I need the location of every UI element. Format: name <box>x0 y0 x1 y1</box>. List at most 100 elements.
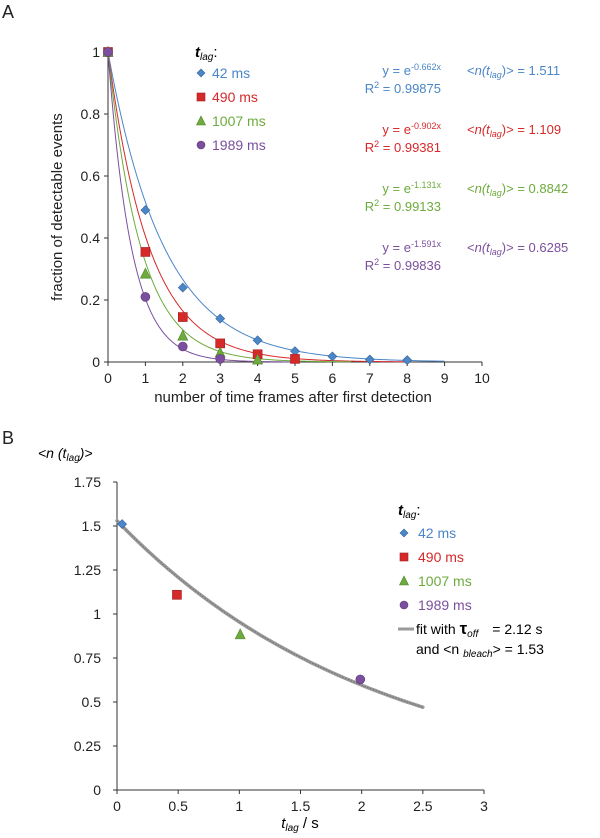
panel-a-point-s3 <box>139 267 151 279</box>
panel-a-x-tick-label: 9 <box>441 370 449 386</box>
panel-a-x-tick-label: 1 <box>142 370 150 386</box>
panel-a-point-s1 <box>215 313 226 324</box>
panel-b-legend-title: tlag: <box>398 502 421 521</box>
panel-b-point-1 <box>117 519 128 529</box>
panel-a-legend-label: 42 ms <box>212 65 250 81</box>
panel-b-legend-label: 490 ms <box>418 549 464 565</box>
panel-a-eq-expression: y = e-0.662x <box>382 62 441 78</box>
panel-a-x-tick-label: 5 <box>291 370 299 386</box>
panel-a-legend: tlag: 42 ms 490 ms 1007 ms 1989 ms <box>195 44 266 153</box>
panel-a-equation-3: y = e-1.131x R2 = 0.99133 <n(tlag)> = 0.88… <box>365 180 569 214</box>
panel-a-point-s4 <box>103 47 113 57</box>
panel-a-point-s2 <box>140 247 151 257</box>
panel-a-fit-line-4 <box>107 51 296 363</box>
panel-b-x-tick-label: 0 <box>113 798 121 814</box>
panel-b-y-title: <n (tlag)> <box>38 445 93 464</box>
panel-a-point-s1 <box>327 351 338 362</box>
panel-b-y-tick-label: 1.25 <box>74 562 101 578</box>
panel-a-point-s1 <box>402 355 413 366</box>
panel-a-point-s1 <box>252 335 263 346</box>
panel-b-legend-marker <box>399 552 409 562</box>
panel-a-x-tick-label: 8 <box>403 370 411 386</box>
panel-a-label: A <box>2 2 14 22</box>
panel-b-fit-curve <box>115 518 425 709</box>
panel-b-legend-label: 1007 ms <box>418 573 472 589</box>
panel-b-x-tick-label: 0.5 <box>168 798 188 814</box>
panel-b-point-3 <box>234 628 246 640</box>
panel-a-x-tick-label: 2 <box>179 370 187 386</box>
panel-a-eq-mean-n: <n(tlag)> = 1.109 <box>467 122 561 139</box>
panel-a-point-s1 <box>177 282 188 293</box>
panel-b-legend: tlag: 42 ms 490 ms 1007 ms 1989 ms fit with… <box>398 502 544 660</box>
panel-a-x-tick-label: 4 <box>254 370 262 386</box>
panel-b-y-tick-label: 0.75 <box>74 650 101 666</box>
panel-a-eq-r2: R2 = 0.99133 <box>365 198 441 214</box>
panel-a-x-ticks: 0 1 2 3 4 5 6 7 8 9 10 <box>104 362 490 386</box>
panel-b-x-tick-label: 1 <box>235 798 243 814</box>
panel-b-data-points <box>117 519 366 685</box>
panel-a-y-tick-label: 0.4 <box>81 230 101 246</box>
panel-a-y-ticks: 0 0.2 0.4 0.6 0.8 1 <box>81 44 108 370</box>
panel-a-point-s4 <box>178 341 188 352</box>
panel-b-y-tick-label: 1.75 <box>74 474 101 490</box>
panel-a-equation-1: y = e-0.662x R2 = 0.99875 <n(tlag)> = 1.51… <box>365 62 560 96</box>
panel-b-x-tick-label: 3 <box>480 798 488 814</box>
panel-a-equations: y = e-0.662x R2 = 0.99875 <n(tlag)> = 1.51… <box>365 62 569 273</box>
panel-a-y-tick-label: 0.2 <box>81 292 101 308</box>
panel-a-equation-4: y = e-1.591x R2 = 0.99836 <n(tlag)> = 0.62… <box>365 239 569 273</box>
panel-a-eq-mean-n: <n(tlag)> = 1.511 <box>467 63 560 80</box>
panel-a-y-tick-label: 1 <box>92 44 100 60</box>
panel-b-y-tick-label: 0.5 <box>82 694 102 710</box>
panel-a-equation-2: y = e-0.902x R2 = 0.99381 <n(tlag)> = 1.10… <box>365 121 561 155</box>
panel-b-legend-marker <box>399 575 409 586</box>
panel-a-fit-line-3 <box>107 51 352 363</box>
panel-a-x-tick-label: 7 <box>366 370 374 386</box>
panel-b-legend-label: 1989 ms <box>418 597 472 613</box>
panel-b-y-ticks: 0 0.25 0.5 0.75 1 1.25 1.5 1.75 <box>74 474 117 798</box>
panel-a-eq-expression: y = e-1.131x <box>382 180 441 196</box>
panel-a-point-s3 <box>177 329 189 341</box>
panel-b-x-label: tlag / s <box>281 815 319 834</box>
panel-a-y-label: fraction of detectable events <box>49 113 66 301</box>
panel-b-y-tick-label: 1 <box>93 606 101 622</box>
panel-a: A 0 1 2 3 4 5 6 7 8 9 10 0 0.2 0.4 0.6 0.8 1 number of … <box>2 2 568 406</box>
panel-a-point-s4 <box>140 292 151 302</box>
panel-a-legend-items: 42 ms 490 ms 1007 ms 1989 ms <box>196 65 266 153</box>
panel-b-fit-legend-line2: and <n bleach> = 1.53 <box>416 641 544 660</box>
panel-a-eq-r2: R2 = 0.99381 <box>365 139 441 155</box>
panel-b-legend-marker <box>399 528 409 538</box>
panel-a-point-s3 <box>252 353 264 365</box>
panel-a-legend-marker <box>196 68 206 78</box>
panel-a-eq-expression: y = e-1.591x <box>382 239 441 255</box>
panel-a-x-tick-label: 6 <box>329 370 337 386</box>
panel-a-point-s1 <box>140 205 151 216</box>
panel-a-fit-line-1 <box>107 51 445 362</box>
panel-a-legend-title: tlag: <box>195 44 218 63</box>
panel-b-fit-legend-line1: fit with τoff = 2.12 s <box>416 619 543 640</box>
panel-a-eq-mean-n: <n(tlag)> = 0.6285 <box>467 240 568 257</box>
panel-a-legend-label: 490 ms <box>212 89 258 105</box>
panel-a-data-points <box>102 45 413 366</box>
panel-a-y-tick-label: 0 <box>92 354 100 370</box>
panel-a-point-s1 <box>364 354 375 365</box>
panel-b-fit-line-halo <box>115 518 425 709</box>
panel-b-point-2 <box>172 590 182 600</box>
panel-a-eq-r2: R2 = 0.99875 <box>365 80 441 96</box>
panel-b-y-tick-label: 0 <box>93 782 101 798</box>
panel-b-fit-line <box>116 520 423 708</box>
panel-b-label: B <box>2 428 14 448</box>
panel-a-legend-label: 1007 ms <box>212 113 266 129</box>
panel-a-point-s2 <box>178 312 188 322</box>
panel-a-x-tick-label: 10 <box>474 370 490 386</box>
panel-b-y-tick-label: 1.5 <box>82 518 102 534</box>
panel-a-y-tick-label: 0.6 <box>81 168 101 184</box>
panel-b-x-tick-label: 2.5 <box>413 798 433 814</box>
panel-a-x-label: number of time frames after first detect… <box>154 389 432 406</box>
panel-a-eq-mean-n: <n(tlag)> = 0.8842 <box>467 181 568 198</box>
panel-a-eq-expression: y = e-0.902x <box>382 121 441 137</box>
panel-a-y-tick-label: 0.8 <box>81 106 101 122</box>
panel-b-legend-marker <box>399 600 409 610</box>
panel-a-legend-marker <box>196 92 206 102</box>
panel-b-x-tick-label: 1.5 <box>291 798 311 814</box>
panel-a-eq-r2: R2 = 0.99836 <box>365 257 441 273</box>
